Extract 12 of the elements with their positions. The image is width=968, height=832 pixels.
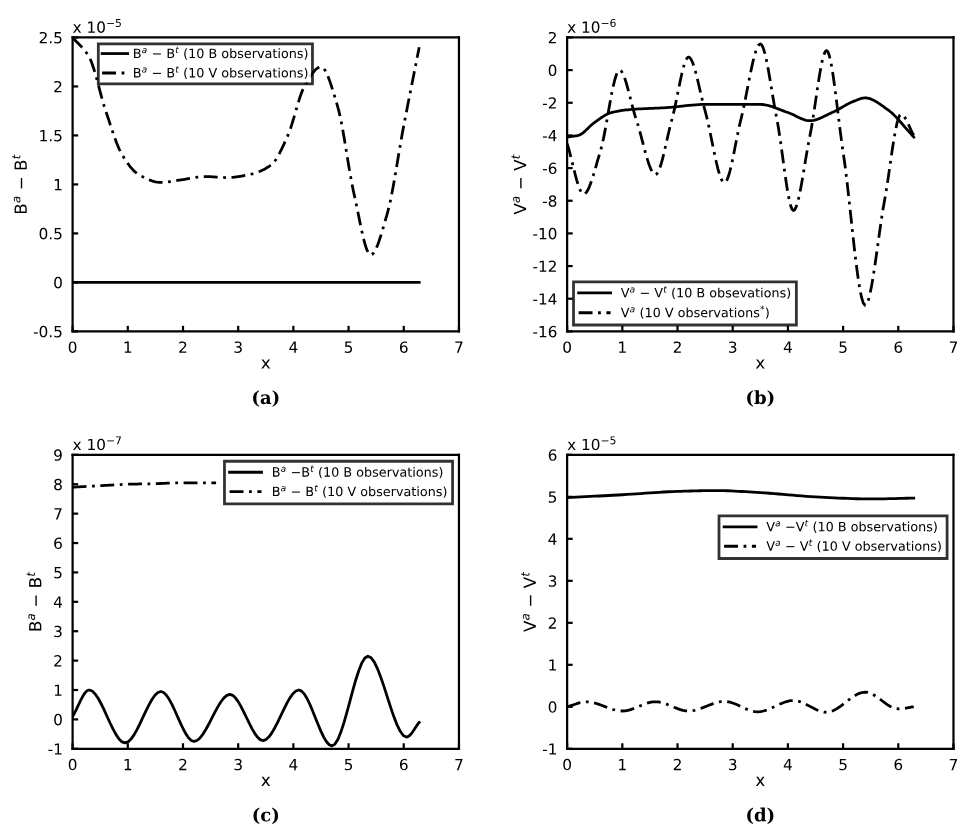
text: (d) [747,807,774,825]
x-axis-title: x [755,359,765,369]
x-axis-title: x [261,359,271,369]
x-axis-title: x [261,776,271,786]
y-axis-title: B$^{a}$ − B$^{t}$ [26,571,42,631]
text: (b) [747,390,774,407]
y-axis-title: B$^{a}$ − B$^{t}$ [12,154,27,214]
text: (c) [253,807,279,825]
y-axis-title: V$^{a}$ − V$^{t}$ [521,571,536,632]
y-axis-title: V$^{a}$ − V$^{t}$ [511,154,527,215]
text: (a) [253,390,279,407]
x-axis-title: x [755,776,765,786]
